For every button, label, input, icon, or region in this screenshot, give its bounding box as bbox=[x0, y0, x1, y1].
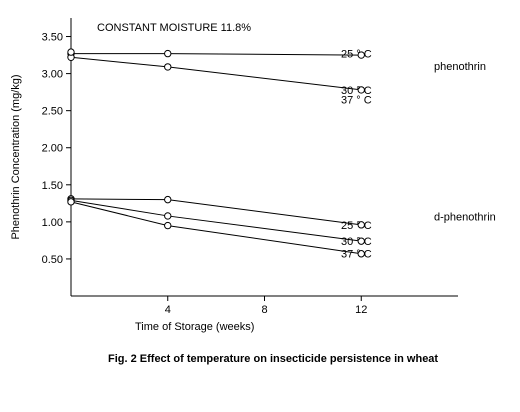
moisture-note: CONSTANT MOISTURE 11.8% bbox=[97, 22, 251, 34]
x-tick-label: 12 bbox=[355, 304, 367, 316]
series-label: 37 ° C bbox=[341, 95, 372, 107]
data-point bbox=[357, 237, 365, 245]
series-line bbox=[70, 56, 362, 91]
series-line bbox=[70, 199, 362, 242]
y-tick-label: 1.00 bbox=[42, 217, 63, 229]
y-tick-label: 3.50 bbox=[42, 32, 63, 44]
x-axis-ticks: 4 8 12 bbox=[165, 296, 367, 316]
data-point bbox=[67, 48, 75, 56]
data-point bbox=[357, 221, 365, 229]
figure-caption: Fig. 2 Effect of temperature on insectic… bbox=[108, 353, 438, 365]
series-labels: 25 ° C30 ° C37 ° C25 ° C30 ° C37 ° Cphen… bbox=[341, 49, 496, 261]
x-tick-label: 4 bbox=[165, 304, 171, 316]
data-point bbox=[357, 86, 365, 94]
y-tick-label: 3.00 bbox=[42, 69, 63, 81]
data-point bbox=[164, 63, 172, 71]
y-tick-label: 1.50 bbox=[42, 180, 63, 192]
data-point bbox=[357, 250, 365, 258]
series-label: 25 ° C bbox=[341, 49, 372, 61]
series-line bbox=[70, 198, 362, 226]
y-axis-title: Phenothrin Concentration (mg/kg) bbox=[10, 74, 22, 239]
y-tick-label: 2.00 bbox=[42, 143, 63, 155]
data-point bbox=[357, 51, 365, 59]
series-label: 30 ° C bbox=[341, 236, 372, 248]
series-label: 37 ° C bbox=[341, 249, 372, 261]
data-point bbox=[164, 212, 172, 220]
data-point bbox=[164, 195, 172, 204]
series-label: 25 ° C bbox=[341, 220, 372, 232]
group-label: phenothrin bbox=[434, 61, 486, 73]
y-axis-ticks: 0.50 1.00 1.50 2.00 2.50 3.00 3.50 bbox=[42, 32, 71, 266]
x-axis-title: Time of Storage (weeks) bbox=[135, 321, 254, 333]
series-layer bbox=[67, 48, 365, 258]
series-line bbox=[70, 201, 362, 255]
data-point bbox=[164, 49, 172, 58]
y-tick-label: 0.50 bbox=[42, 254, 63, 266]
data-point bbox=[67, 198, 75, 206]
x-tick-label: 8 bbox=[261, 304, 267, 316]
y-tick-label: 2.50 bbox=[42, 106, 63, 118]
group-label: d-phenothrin bbox=[434, 212, 496, 224]
data-point bbox=[164, 221, 172, 230]
series-line bbox=[71, 53, 362, 56]
series-label: 30 ° C bbox=[341, 85, 372, 97]
